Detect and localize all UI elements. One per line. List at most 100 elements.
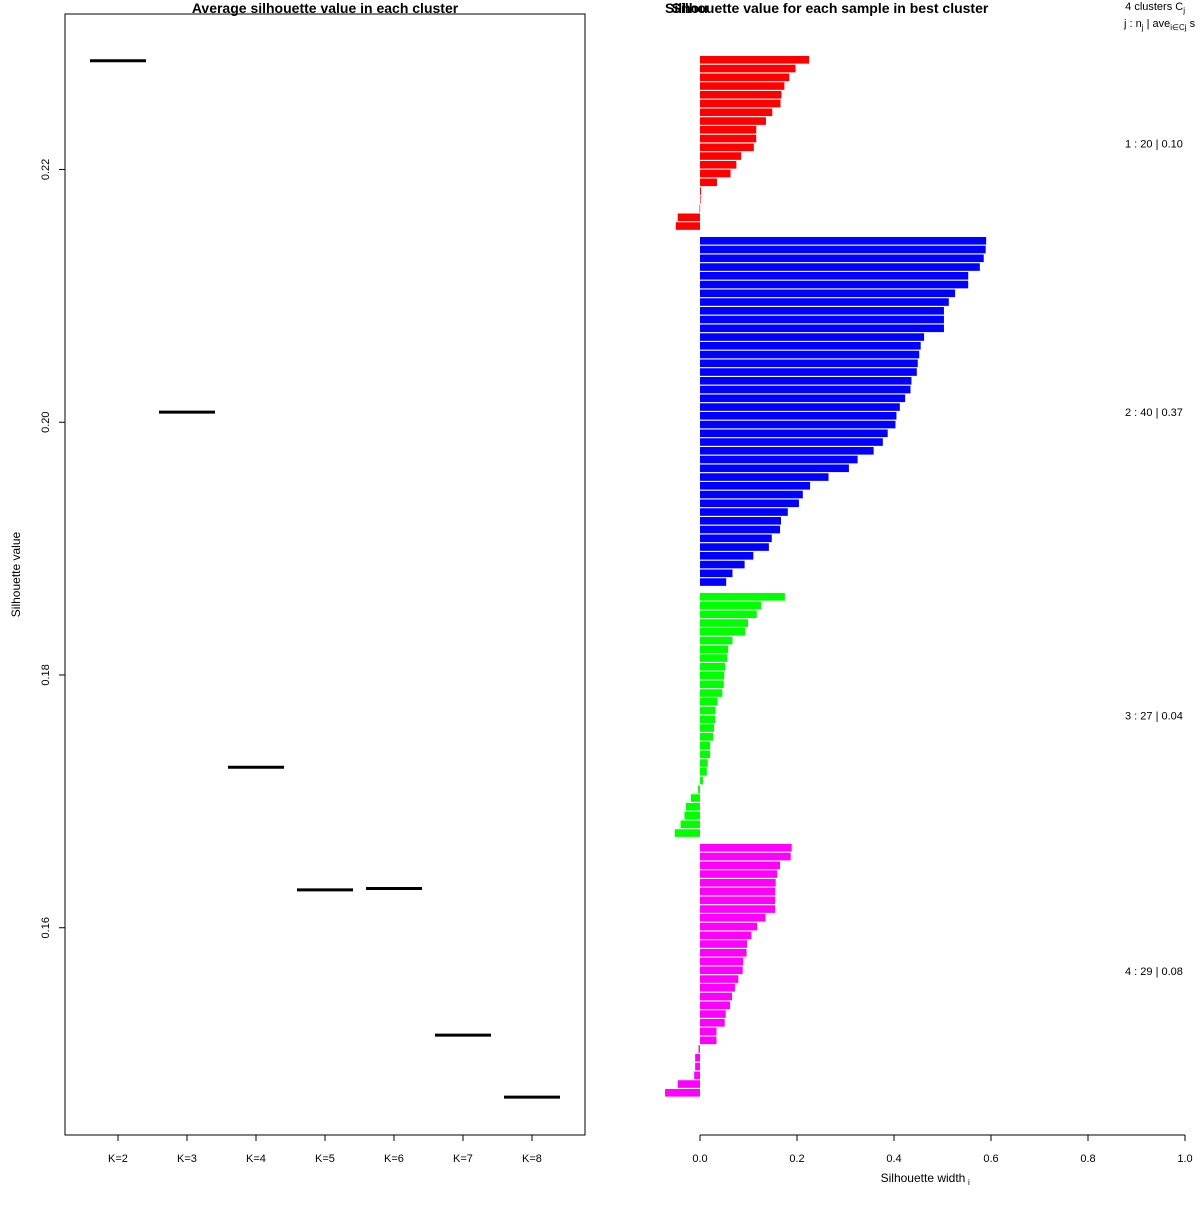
silhouette-bar-cluster-3 [700,671,725,680]
silhouette-bar-cluster-4 [700,905,776,913]
silhouette-bar-cluster-2 [700,289,956,298]
silhouette-bar-cluster-4 [700,931,752,940]
silhouette-bar-cluster-2 [700,359,918,368]
silhouette-bar-cluster-1 [700,134,757,143]
left-panel: Average silhouette value in each cluster… [9,0,586,1165]
silhouette-bar-cluster-4 [700,957,744,966]
silhouette-bar-cluster-2 [700,280,969,289]
silhouette-bar-cluster-1 [700,64,796,73]
silhouette-bar-cluster-4 [700,861,781,870]
silhouette-bar-cluster-1 [700,117,766,125]
left-chart-title: Average silhouette value in each cluster [192,0,459,16]
right-x-tick-label: 0.6 [983,1153,998,1165]
silhouette-bar-cluster-3 [700,776,703,785]
silhouette-bar-cluster-1 [700,152,742,160]
silhouette-bar-cluster-4 [695,1054,700,1062]
silhouette-bar-cluster-2 [700,482,811,490]
silhouette-bar-cluster-2 [700,385,911,394]
silhouette-bar-cluster-4 [700,896,776,905]
right-x-tick-label: 0.2 [789,1153,804,1165]
silhouette-bar-cluster-3 [700,601,762,610]
legend-header-2-mid: | ave [1144,18,1171,30]
silhouette-bar-cluster-4 [700,922,758,931]
silhouette-bar-cluster-3 [700,628,746,636]
silhouette-bar-cluster-4 [700,992,733,1001]
silhouette-bar-cluster-2 [700,394,906,403]
silhouette-bar-cluster-3 [700,724,715,732]
silhouette-bar-cluster-1 [700,91,782,99]
silhouette-bar-cluster-4 [700,852,791,861]
silhouette-bar-cluster-2 [700,377,912,385]
silhouette-bar-cluster-4 [665,1089,700,1097]
silhouette-bar-cluster-2 [700,368,917,376]
legend-header-2-sub-a: j [1141,23,1144,32]
silhouette-bar-cluster-2 [700,517,781,525]
silhouette-bar-cluster-2 [700,508,788,516]
silhouette-bar-cluster-2 [700,543,769,551]
silhouette-bar-cluster-1 [700,143,754,152]
x-tick-label: K=8 [522,1153,542,1165]
right-chart-title: Silhouette value for each sample in best… [672,0,989,16]
silhouette-bar-cluster-4 [700,966,743,975]
legend-header-1: 4 clusters Cj [1125,1,1185,15]
silhouette-bar-cluster-2 [700,350,920,359]
silhouette-bar-cluster-4 [695,1062,700,1071]
legend-header-2-sub-b: i∈Cj [1170,23,1187,32]
y-tick-label: 0.22 [40,159,52,180]
silhouette-bar-cluster-2 [700,455,858,464]
silhouette-bar-cluster-3 [700,768,707,776]
legend-header-2-tail: s [1187,18,1196,30]
silhouette-bar-cluster-1 [700,73,790,82]
silhouette-bar-cluster-2 [700,307,944,315]
silhouette-bar-cluster-3 [698,785,700,794]
cluster-label-4: 4 : 29 | 0.08 [1125,966,1183,978]
silhouette-bar-cluster-4 [700,984,735,992]
silhouette-bar-cluster-3 [685,803,700,811]
silhouette-bar-cluster-4 [700,949,747,957]
cluster-label-1: 1 : 20 | 0.10 [1125,139,1183,151]
silhouette-bar-cluster-3 [700,715,716,724]
silhouette-bar-cluster-2 [700,420,896,429]
silhouette-bar-cluster-3 [700,741,711,750]
silhouette-bar-cluster-4 [700,1036,717,1045]
silhouette-bar-cluster-3 [690,794,700,802]
silhouette-bar-cluster-3 [674,829,700,837]
silhouette-bar-cluster-4 [700,1027,717,1036]
silhouette-bar-cluster-2 [700,254,984,263]
silhouette-bar-cluster-2 [700,464,849,473]
silhouette-bar-cluster-4 [698,1045,700,1053]
silhouette-bar-cluster-4 [700,975,739,983]
silhouette-bar-cluster-1 [700,161,737,169]
silhouette-bar-cluster-3 [700,663,726,671]
silhouette-bar-cluster-3 [700,706,716,715]
right-x-tick-label: 0.0 [692,1153,707,1165]
silhouette-bar-cluster-2 [700,473,829,481]
silhouette-bar-cluster-4 [700,1001,731,1010]
left-y-axis-label: Silhouette value [9,531,23,617]
silhouette-bar-cluster-3 [700,593,785,601]
silhouette-bar-cluster-3 [700,698,718,706]
silhouette-bar-cluster-1 [700,82,785,90]
silhouette-bar-cluster-4 [700,1019,725,1027]
x-tick-label: K=7 [453,1153,473,1165]
silhouette-bar-cluster-4 [700,914,766,922]
silhouette-bar-cluster-2 [700,237,987,245]
silhouette-bar-cluster-2 [700,525,781,534]
silhouette-bar-cluster-3 [700,619,749,627]
silhouette-bar-cluster-1 [700,99,781,108]
silhouette-bar-cluster-2 [700,342,921,350]
silhouette-bar-cluster-1 [700,108,773,117]
silhouette-bar-cluster-3 [700,636,733,645]
silhouette-bar-cluster-2 [700,298,949,306]
silhouette-bar-cluster-2 [700,263,980,271]
x-tick-label: K=3 [177,1153,197,1165]
legend-header-2: j : nj | avei∈Cj s [1123,18,1196,32]
silhouette-bar-cluster-2 [700,438,883,446]
x-tick-label: K=6 [384,1153,404,1165]
cluster-label-2: 2 : 40 | 0.37 [1125,407,1183,419]
cluster-label-3: 3 : 27 | 0.04 [1125,711,1183,723]
silhouette-bar-cluster-3 [700,759,708,767]
